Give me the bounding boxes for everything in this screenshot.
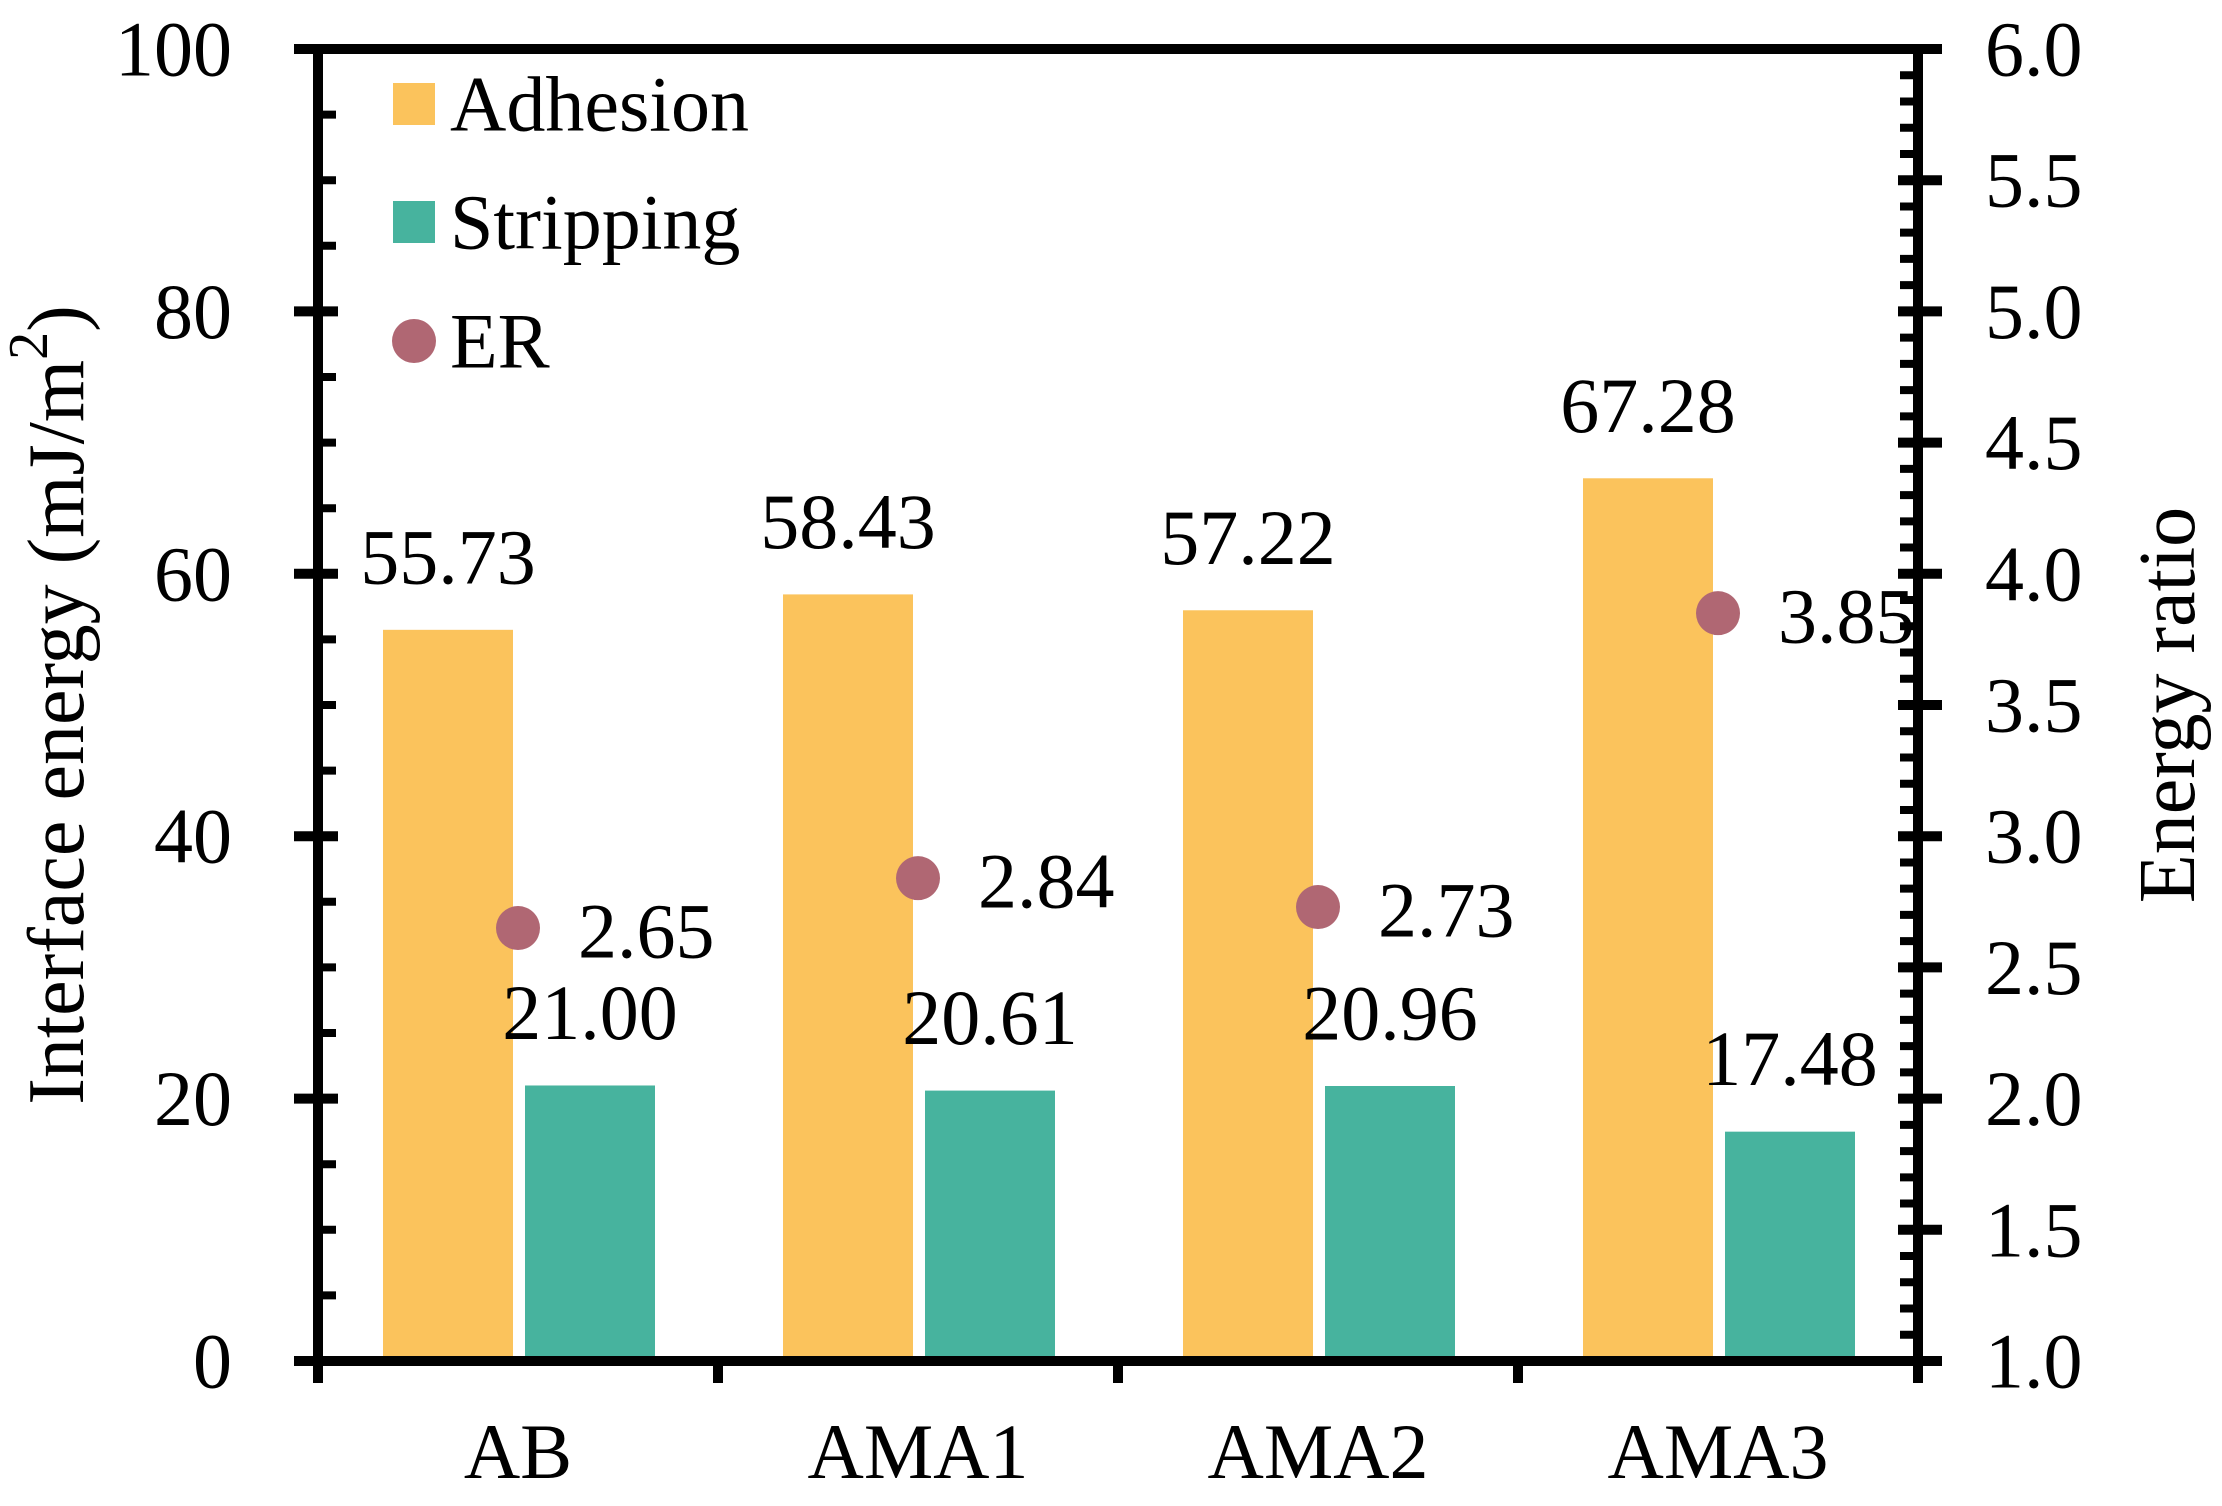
adhesion-value-label-AMA3: 67.28: [1560, 362, 1736, 449]
axes-layer: [294, 44, 1942, 1383]
er-value-label-AMA3: 3.85: [1778, 573, 1915, 660]
er-point-AMA3: [1696, 591, 1740, 636]
stripping-value-label-AB: 21.00: [502, 969, 678, 1056]
adhesion-bar-AMA3: [1583, 478, 1713, 1362]
chart-root: 0 20 40 60 80 100 1.0 1.5 2.0 2.5 3.0 3.5 4.0 4.5 5.0 5…: [0, 6, 2083, 1496]
er-point-AB: [496, 906, 540, 951]
legend-marker-er: [392, 319, 436, 363]
tick-labels-layer: 0 20 40 60 80 100 1.0 1.5 2.0 2.5 3.0 3.5 4.0 4.5 5.0 5…: [115, 6, 2083, 1496]
stripping-value-label-AMA2: 20.96: [1302, 970, 1478, 1057]
right-axis-tick-label-1.5: 1.5: [1985, 1186, 2083, 1273]
right-axis-tick-label-3.5: 3.5: [1985, 662, 2083, 749]
right-axis-tick-label-2.5: 2.5: [1985, 924, 2083, 1011]
adhesion-value-label-AB: 55.73: [360, 513, 536, 600]
adhesion-bar-AMA2: [1183, 610, 1313, 1361]
stripping-value-label-AMA1: 20.61: [902, 974, 1078, 1061]
stripping-value-label-AMA3: 17.48: [1702, 1015, 1878, 1102]
legend-label-er: ER: [450, 298, 550, 385]
x-category-label-AMA2: AMA2: [1207, 1408, 1428, 1495]
adhesion-value-label-AMA2: 57.22: [1160, 494, 1336, 581]
adhesion-bar-AMA1: [783, 594, 913, 1361]
left-axis-tick-label-0: 0: [193, 1318, 232, 1405]
adhesion-bar-AB: [383, 629, 513, 1361]
left-axis-title: Interface energy (mJ/m2): [0, 305, 101, 1104]
left-axis-tick-label-100: 100: [115, 6, 232, 93]
er-value-label-AB: 2.65: [578, 888, 715, 975]
right-axis-tick-label-5.5: 5.5: [1985, 137, 2083, 224]
legend-label-stripping: Stripping: [450, 179, 740, 266]
right-axis-tick-label-6.0: 6.0: [1985, 6, 2083, 93]
right-axis-tick-label-5.0: 5.0: [1985, 268, 2083, 355]
right-axis-tick-label-4.5: 4.5: [1985, 399, 2083, 486]
right-axis-title: Energy ratio: [2124, 507, 2212, 903]
legend: Adhesion Stripping ER: [392, 61, 749, 385]
er-points-layer: [496, 591, 1740, 951]
stripping-bar-AMA2: [1325, 1086, 1455, 1361]
left-axis-tick-label-60: 60: [154, 530, 232, 617]
value-labels-layer: 55.73 21.002.65 58.43 20.61 2.84 57.22 20.96 2.…: [360, 362, 1914, 1102]
stripping-bar-AMA3: [1725, 1131, 1855, 1361]
x-category-label-AMA1: AMA1: [807, 1408, 1028, 1495]
right-axis-tick-label-1.0: 1.0: [1985, 1318, 2083, 1405]
x-category-label-AMA3: AMA3: [1607, 1408, 1828, 1495]
legend-swatch-adhesion: [393, 83, 435, 125]
left-axis-tick-label-20: 20: [154, 1055, 232, 1142]
left-axis-tick-label-80: 80: [154, 268, 232, 355]
right-axis-tick-label-4.0: 4.0: [1985, 530, 2083, 617]
bars-layer: [383, 478, 1855, 1362]
legend-label-adhesion: Adhesion: [450, 61, 749, 148]
er-value-label-AMA2: 2.73: [1378, 867, 1515, 954]
legend-swatch-stripping: [393, 201, 435, 243]
right-axis-tick-label-3.0: 3.0: [1985, 793, 2083, 880]
er-value-label-AMA1: 2.84: [978, 838, 1115, 925]
adhesion-value-label-AMA1: 58.43: [760, 478, 936, 565]
right-axis-tick-label-2.0: 2.0: [1985, 1055, 2083, 1142]
stripping-bar-AMA1: [925, 1090, 1055, 1361]
er-point-AMA2: [1296, 885, 1340, 930]
er-point-AMA1: [896, 856, 940, 901]
x-category-label-AB: AB: [464, 1408, 572, 1495]
left-axis-tick-label-40: 40: [154, 793, 232, 880]
stripping-bar-AB: [525, 1085, 655, 1361]
